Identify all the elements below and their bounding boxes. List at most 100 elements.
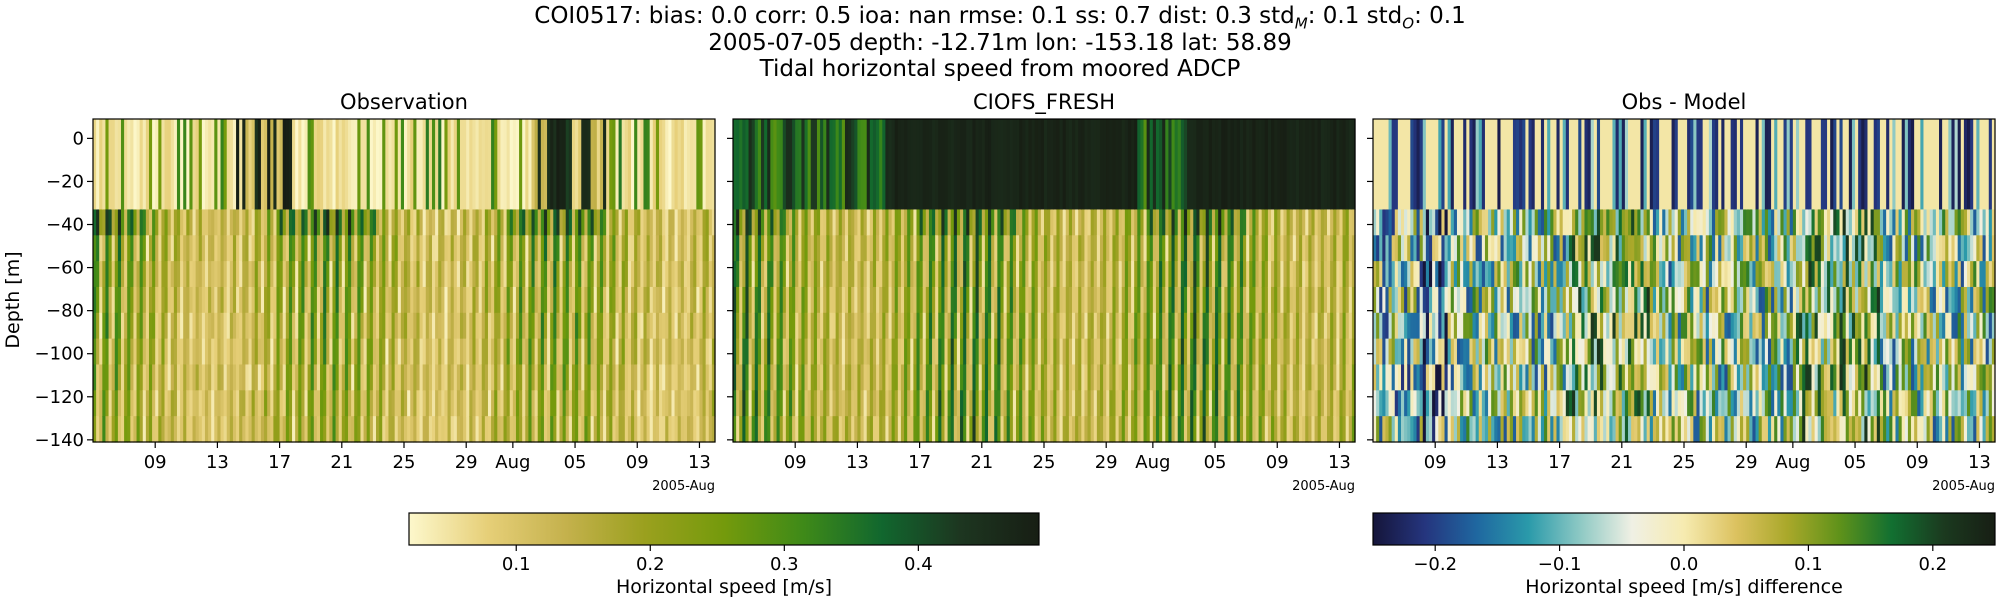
heatmap-cell (1628, 235, 1632, 262)
heatmap-cell (872, 286, 877, 314)
heatmap-cell (453, 312, 458, 340)
x-tick-label: 21 (970, 452, 993, 473)
heatmap-cell (1118, 261, 1123, 288)
heatmap-cell (1221, 416, 1225, 443)
heatmap-cell (357, 416, 362, 443)
heatmap-cell (1652, 312, 1657, 340)
heatmap-cell (869, 338, 874, 366)
heatmap-cell (1394, 312, 1399, 340)
heatmap-cell (1190, 286, 1194, 314)
heatmap-cell (841, 209, 846, 236)
heatmap-cell (1056, 390, 1061, 417)
heatmap-cell (643, 338, 648, 366)
heatmap-cell (397, 209, 402, 236)
heatmap-cell (304, 312, 309, 340)
heatmap-cell (1494, 390, 1498, 417)
heatmap-cell (584, 416, 589, 443)
heatmap-cell (665, 364, 669, 391)
heatmap-cell (900, 390, 905, 417)
heatmap-cell (1174, 364, 1179, 391)
heatmap-cell (634, 364, 638, 391)
heatmap-cell (606, 390, 610, 417)
heatmap-cell (388, 416, 393, 443)
heatmap-cell (1019, 235, 1023, 262)
heatmap-cell (1631, 390, 1635, 417)
heatmap-cell (603, 416, 607, 443)
heatmap-cell (456, 119, 461, 211)
heatmap-cell (748, 416, 753, 443)
heatmap-cell (932, 364, 936, 391)
heatmap-cell (469, 390, 474, 417)
heatmap-cell (1062, 235, 1067, 262)
heatmap-cell (748, 235, 753, 262)
heatmap-cell (1559, 416, 1564, 443)
heatmap-cell (301, 119, 306, 211)
heatmap-cell (1382, 390, 1387, 417)
heatmap-cell (257, 261, 262, 288)
heatmap-cell (956, 338, 961, 366)
heatmap-cell (1143, 364, 1148, 391)
heatmap-cell (1559, 364, 1564, 391)
heatmap-cell (276, 119, 281, 211)
heatmap-cell (180, 364, 184, 391)
heatmap-cell (463, 416, 467, 443)
heatmap-cell (1472, 261, 1477, 288)
heatmap-cell (1127, 416, 1132, 443)
heatmap-cell (1025, 261, 1030, 288)
heatmap-cell (351, 312, 355, 340)
heatmap-cell (925, 261, 930, 288)
heatmap-cell (922, 235, 927, 262)
heatmap-cell (220, 209, 225, 236)
heatmap-cell (767, 390, 771, 417)
heatmap-cell (1199, 364, 1204, 391)
heatmap-cell (391, 364, 396, 391)
heatmap-cell (637, 286, 641, 314)
heatmap-cell (1096, 286, 1101, 314)
heatmap-cell (1503, 390, 1508, 417)
heatmap-cell (798, 119, 803, 211)
heatmap-cell (810, 338, 815, 366)
heatmap-cell (400, 390, 405, 417)
heatmap-cell (733, 261, 737, 288)
heatmap-cell (581, 119, 585, 211)
heatmap-cell (217, 261, 222, 288)
heatmap-cell (1103, 364, 1107, 391)
heatmap-cell (1649, 286, 1654, 314)
heatmap-cell (1134, 235, 1138, 262)
heatmap-cell (997, 312, 1002, 340)
heatmap-cell (801, 209, 806, 236)
heatmap-cell (1099, 286, 1104, 314)
heatmap-cell (170, 338, 175, 366)
heatmap-cell (1205, 416, 1210, 443)
heatmap-cell (841, 312, 846, 340)
heatmap-cell (928, 416, 933, 443)
heatmap-cell (1277, 209, 1281, 236)
heatmap-cell (232, 209, 237, 236)
heatmap-cell (1103, 209, 1107, 236)
heatmap-cell (748, 312, 753, 340)
heatmap-cell (478, 286, 483, 314)
heatmap-cell (1640, 286, 1645, 314)
heatmap-cell (652, 338, 657, 366)
heatmap-cell (254, 286, 259, 314)
heatmap-cell (1031, 416, 1036, 443)
heatmap-cell (556, 209, 561, 236)
heatmap-cell (581, 286, 585, 314)
heatmap-cell (1314, 390, 1319, 417)
heatmap-cell (1264, 390, 1269, 417)
heatmap-cell (956, 390, 961, 417)
heatmap-cell (519, 235, 523, 262)
heatmap-cell (1295, 364, 1300, 391)
heatmap-cell (1472, 364, 1477, 391)
heatmap-cell (369, 286, 374, 314)
heatmap-cell (1475, 338, 1480, 366)
heatmap-cell (562, 312, 567, 340)
heatmap-cell (1596, 209, 1601, 236)
heatmap-cell (1410, 286, 1415, 314)
heatmap-cell (540, 286, 545, 314)
heatmap-cell (1578, 119, 1582, 211)
heatmap-cell (677, 235, 682, 262)
heatmap-cell (484, 119, 489, 211)
heatmap-cell (606, 312, 610, 340)
heatmap-cell (1345, 235, 1350, 262)
